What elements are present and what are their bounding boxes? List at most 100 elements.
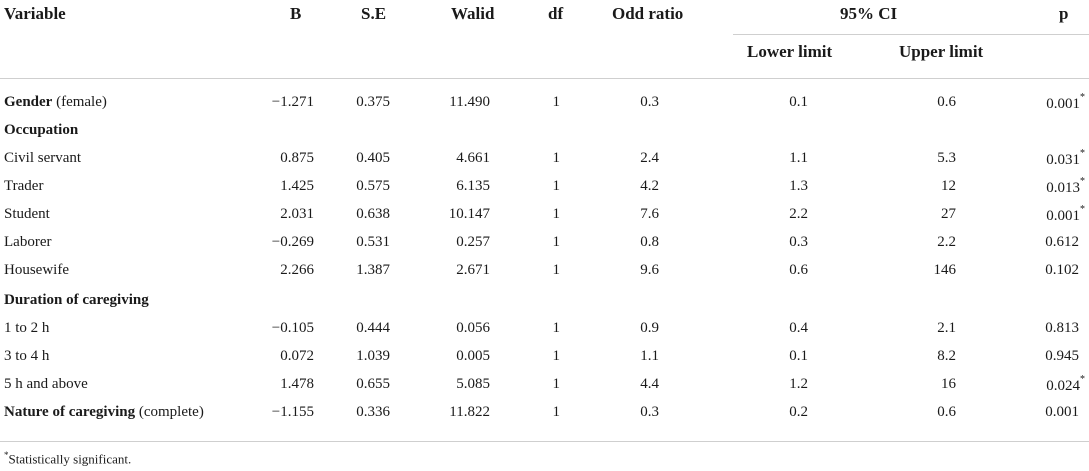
cell-walid: 2.671	[456, 262, 490, 278]
row-label-text: 5 h and above	[4, 376, 88, 392]
cell-p: 0.813	[1045, 320, 1079, 337]
cell-se: 0.575	[356, 178, 390, 194]
footnote-mark: *	[4, 450, 9, 460]
row-label-bold: Duration of caregiving	[4, 292, 149, 308]
p-value: 0.813	[1045, 320, 1079, 336]
row-label: Duration of caregiving	[4, 292, 149, 309]
cell-p: 0.024*	[1046, 374, 1085, 395]
header-walid: Walid	[451, 4, 495, 23]
cell-se: 1.387	[356, 262, 390, 278]
cell-lower: 1.2	[789, 376, 808, 392]
table-row: 1 to 2 h −0.105 0.444 0.056 1 0.9 0.4 2.1 0.813	[0, 314, 1089, 342]
table-row: 3 to 4 h 0.072 1.039 0.005 1 1.1 0.1 8.2 0.945	[0, 342, 1089, 370]
table-bottom-rule	[0, 441, 1089, 442]
cell-df: 1	[552, 94, 561, 110]
cell-p: 0.612	[1045, 234, 1079, 251]
cell-se: 0.444	[356, 320, 390, 336]
cell-df: 1	[552, 234, 561, 250]
cell-lower: 0.2	[789, 404, 808, 420]
significance-mark: *	[1080, 176, 1085, 187]
cell-b: 1.478	[280, 376, 314, 392]
p-value: 0.102	[1045, 262, 1079, 278]
cell-or: 4.4	[640, 376, 659, 392]
cell-se: 1.039	[356, 348, 390, 364]
cell-b: 2.031	[280, 206, 314, 222]
header-variable: Variable	[4, 4, 66, 23]
row-label: Laborer	[4, 234, 51, 251]
row-label-text: 3 to 4 h	[4, 348, 50, 364]
cell-df: 1	[552, 404, 561, 420]
cell-upper: 16	[941, 376, 956, 392]
cell-or: 9.6	[640, 262, 659, 278]
row-label: 5 h and above	[4, 376, 88, 393]
cell-df: 1	[552, 320, 561, 336]
row-label-text: (complete)	[135, 404, 204, 420]
table-row: Gender (female) −1.271 0.375 11.490 1 0.3 0.1 0…	[0, 88, 1089, 116]
row-label: Nature of caregiving (complete)	[4, 404, 204, 421]
p-value: 0.024	[1046, 378, 1080, 394]
cell-walid: 10.147	[448, 206, 490, 222]
cell-b: 0.072	[280, 348, 314, 364]
cell-p: 0.102	[1045, 262, 1079, 279]
table-row: Housewife 2.266 1.387 2.671 1 9.6 0.6 146 0.102	[0, 256, 1089, 284]
table-row: Laborer −0.269 0.531 0.257 1 0.8 0.3 2.2 0.612	[0, 228, 1089, 256]
cell-upper: 2.1	[937, 320, 956, 336]
row-label-text: Trader	[4, 178, 44, 194]
cell-b: −0.269	[271, 234, 314, 250]
row-label-text: (female)	[52, 94, 107, 110]
cell-p: 0.031*	[1046, 148, 1085, 169]
cell-lower: 0.1	[789, 94, 808, 110]
significance-mark: *	[1080, 204, 1085, 215]
cell-walid: 6.135	[456, 178, 490, 194]
p-value: 0.013	[1046, 180, 1080, 196]
cell-df: 1	[552, 206, 561, 222]
cell-or: 0.9	[640, 320, 659, 336]
cell-p: 0.001*	[1046, 92, 1085, 113]
cell-b: −1.155	[271, 404, 314, 420]
p-value: 0.001	[1046, 208, 1080, 224]
table-row: Nature of caregiving (complete) −1.155 0.3…	[0, 398, 1089, 426]
header-b: B	[290, 4, 302, 23]
row-label: Student	[4, 206, 50, 223]
row-label: Occupation	[4, 122, 78, 139]
row-label-text: Civil servant	[4, 150, 82, 166]
cell-or: 4.2	[640, 178, 659, 194]
cell-p: 0.945	[1045, 348, 1079, 365]
row-label-text: Housewife	[4, 262, 69, 278]
significance-mark: *	[1080, 374, 1085, 385]
cell-walid: 0.005	[456, 348, 490, 364]
row-label: Gender (female)	[4, 94, 107, 111]
table-row: Duration of caregiving	[0, 286, 1089, 314]
cell-lower: 0.3	[789, 234, 808, 250]
header-p: p	[1059, 4, 1069, 23]
header-ci: 95% CI	[840, 4, 898, 23]
cell-df: 1	[552, 348, 561, 364]
header-df: df	[548, 4, 564, 23]
row-label-text: Laborer	[4, 234, 52, 250]
row-label: Housewife	[4, 262, 69, 279]
cell-or: 0.8	[640, 234, 659, 250]
p-value: 0.001	[1045, 404, 1079, 420]
p-value: 0.031	[1046, 152, 1080, 168]
cell-walid: 0.056	[456, 320, 490, 336]
cell-lower: 1.1	[789, 150, 808, 166]
header-upper-limit: Upper limit	[899, 42, 984, 61]
row-label: Trader	[4, 178, 43, 195]
cell-p: 0.001*	[1046, 204, 1085, 225]
table-header: Variable B S.E Walid df Odd ratio 95% CI…	[0, 0, 1089, 79]
cell-lower: 0.6	[789, 262, 808, 278]
cell-walid: 11.490	[449, 94, 490, 110]
cell-df: 1	[552, 262, 561, 278]
table-row: Civil servant 0.875 0.405 4.661 1 2.4 1.1 5.3 0.…	[0, 144, 1089, 172]
table-row: Student 2.031 0.638 10.147 1 7.6 2.2 27 0.001*	[0, 200, 1089, 228]
cell-upper: 27	[941, 206, 956, 222]
cell-walid: 0.257	[456, 234, 490, 250]
cell-upper: 0.6	[937, 94, 956, 110]
footnote-text: Statistically significant.	[8, 451, 132, 467]
cell-b: 2.266	[280, 262, 314, 278]
cell-se: 0.531	[356, 234, 390, 250]
significance-mark: *	[1080, 148, 1085, 159]
cell-upper: 12	[941, 178, 956, 194]
cell-or: 7.6	[640, 206, 659, 222]
cell-lower: 0.4	[789, 320, 808, 336]
